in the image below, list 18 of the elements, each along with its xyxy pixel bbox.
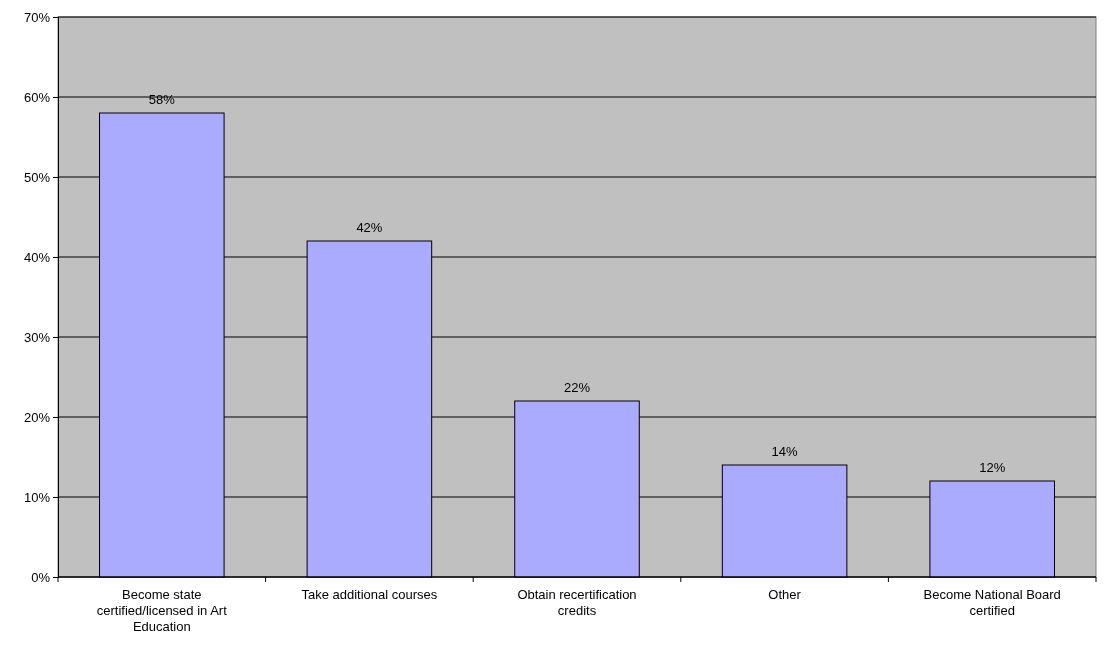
data-label: 22% [563, 380, 591, 395]
y-tick-label: 30% [23, 329, 51, 345]
x-tick-label: Take additional courses [301, 587, 438, 602]
data-label: 58% [148, 92, 176, 107]
y-tick-label: 10% [23, 489, 51, 505]
y-tick-label: 0% [31, 569, 51, 585]
x-tick-label: Become National Board certified [923, 587, 1061, 618]
data-label: 42% [356, 220, 383, 235]
y-tick-label: 40% [23, 249, 51, 265]
x-tick-label: Other [768, 587, 802, 602]
y-tick-label: 70% [23, 9, 51, 25]
data-label: 12% [979, 460, 1006, 475]
data-label: 14% [771, 444, 799, 459]
x-tick-label: Become state certified/licensed in Art Education [96, 587, 228, 634]
y-tick-label: 60% [23, 89, 51, 105]
x-tick-label: Obtain recertification credits [517, 587, 637, 618]
y-tick-label: 50% [23, 169, 51, 185]
y-tick-label: 20% [23, 409, 51, 425]
